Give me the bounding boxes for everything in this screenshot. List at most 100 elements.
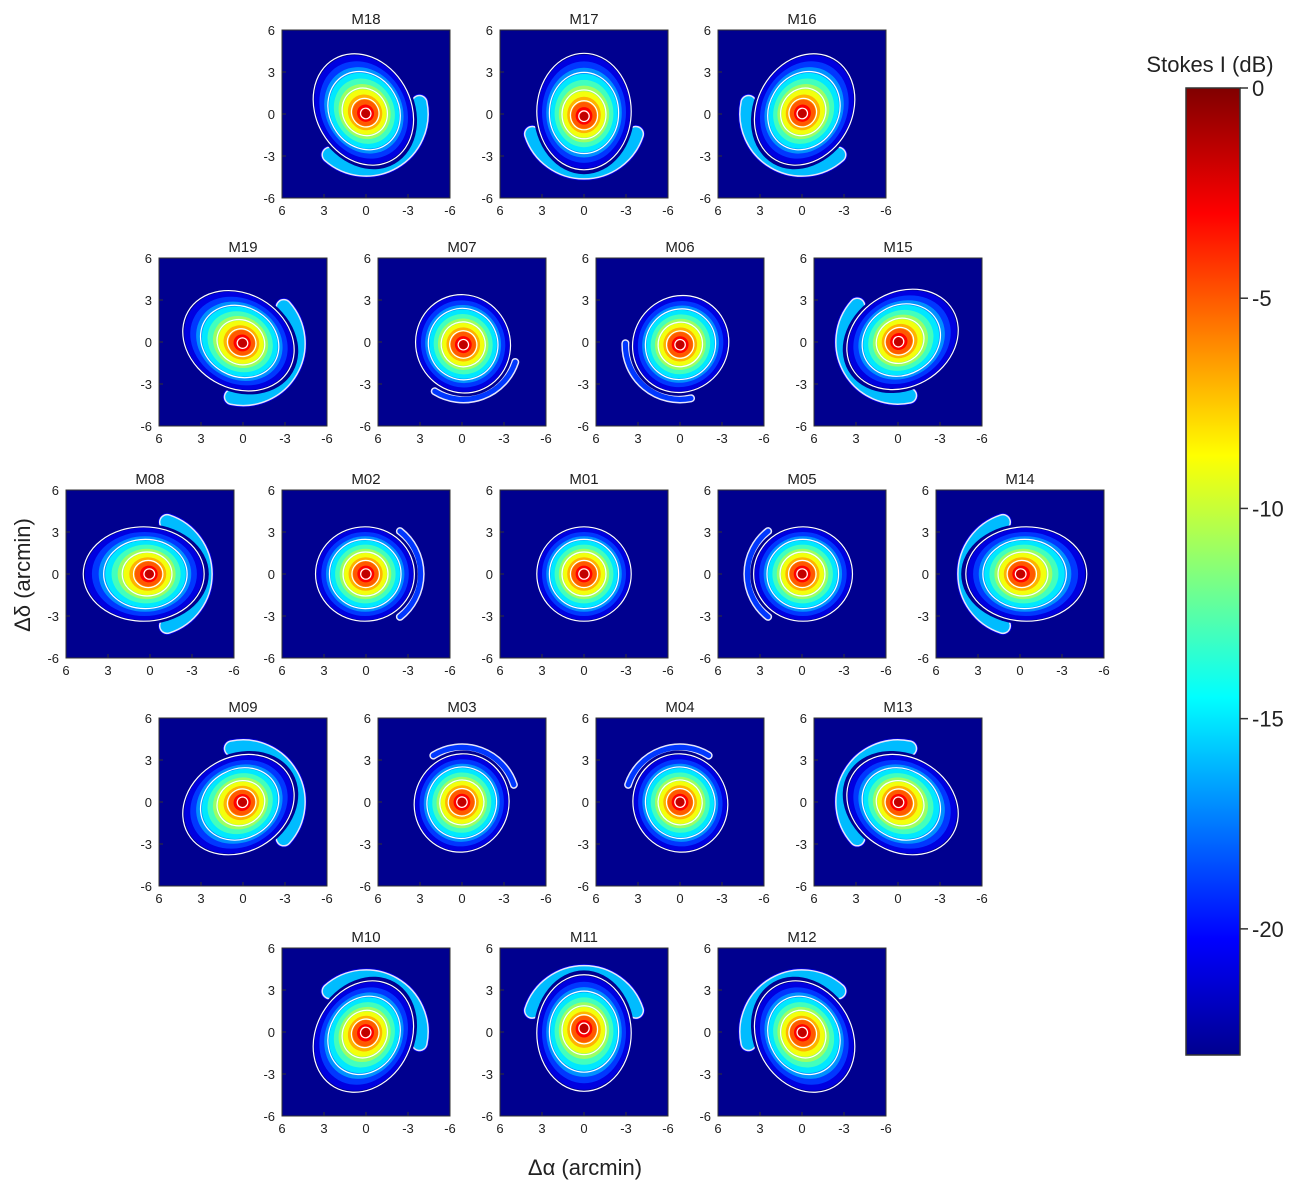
y-tick-label: 6 (486, 23, 493, 38)
beam-contour (892, 796, 905, 809)
y-tick-label: 3 (704, 983, 711, 998)
y-tick-label: -6 (263, 191, 275, 206)
x-tick-label: -3 (279, 891, 291, 906)
y-tick-label: -6 (699, 651, 711, 666)
y-tick-label: 3 (922, 525, 929, 540)
x-tick-label: 6 (714, 203, 721, 218)
y-tick-label: 0 (268, 107, 275, 122)
beam-contour (796, 107, 809, 120)
y-tick-label: -3 (359, 837, 371, 852)
panel-m10: 6 3 0 -3 -6 -6 -3 0 3 6 M10 (263, 929, 455, 1136)
panel-m05: 6 3 0 -3 -6 -6 -3 0 3 6 M05 (699, 471, 891, 678)
x-tick-label: -6 (662, 1121, 674, 1136)
beam-pattern (738, 968, 859, 1097)
beam-contour (779, 1009, 827, 1059)
beam-contour (341, 87, 389, 137)
y-tick-label: -6 (481, 651, 493, 666)
beam-contour (569, 559, 599, 589)
y-tick-label: 6 (364, 711, 371, 726)
y-tick-label: -6 (795, 879, 807, 894)
beam-contour (327, 995, 401, 1076)
x-tick-label: 3 (538, 203, 545, 218)
x-tick-label: 6 (278, 1121, 285, 1136)
panel-title: M02 (351, 471, 380, 488)
beam-contour (199, 767, 280, 841)
beam-contour (644, 308, 717, 381)
x-tick-label: 0 (798, 1121, 805, 1136)
beam-level (145, 569, 154, 579)
y-tick-label: 0 (704, 1025, 711, 1040)
x-tick-label: 0 (676, 431, 683, 446)
x-tick-label: 6 (810, 891, 817, 906)
y-tick-label: 0 (922, 567, 929, 582)
y-tick-label: -3 (263, 609, 275, 624)
y-tick-label: 6 (268, 483, 275, 498)
beam-contour (578, 110, 590, 123)
panel-m14: 6 3 0 -3 -6 -6 -3 0 3 6 M14 (917, 471, 1109, 678)
beam-contour (360, 568, 372, 580)
beam-contour (143, 568, 156, 580)
beam-contour (665, 330, 695, 359)
y-tick-label: -6 (47, 651, 59, 666)
y-tick-label: 0 (486, 567, 493, 582)
beam-contour (796, 568, 808, 580)
beam-contour (236, 337, 249, 349)
y-tick-label: -3 (699, 149, 711, 164)
x-tick-label: 3 (538, 1121, 545, 1136)
beam-contour (548, 990, 620, 1073)
x-tick-label: 0 (580, 1121, 587, 1136)
beam-contour (236, 796, 249, 809)
y-tick-label: 6 (268, 941, 275, 956)
beam-contour (350, 1018, 380, 1049)
panel-m11: 6 3 0 -3 -6 -6 -3 0 3 6 M11 (481, 929, 673, 1136)
beam-level (579, 112, 589, 121)
beam-contour (561, 89, 607, 140)
y-tick-label: 3 (364, 293, 371, 308)
x-tick-label: -3 (279, 431, 291, 446)
beam-contour (226, 788, 257, 818)
y-tick-label: 0 (704, 107, 711, 122)
x-tick-label: -6 (444, 1121, 456, 1136)
beam-contour (657, 321, 704, 368)
y-tick-label: -6 (140, 419, 152, 434)
beam-contour (631, 294, 730, 394)
y-tick-label: -3 (263, 1067, 275, 1082)
y-tick-label: 3 (268, 525, 275, 540)
x-tick-label: -6 (321, 431, 333, 446)
x-tick-label: 0 (676, 891, 683, 906)
panel-title: M01 (569, 471, 598, 488)
x-tick-label: -6 (540, 891, 552, 906)
x-tick-label: -3 (402, 203, 414, 218)
y-tick-label: 0 (52, 567, 59, 582)
beam-contour (578, 568, 590, 580)
beam-contour (644, 766, 716, 839)
x-axis-label: Δα (arcmin) (528, 1155, 642, 1180)
y-tick-label: -6 (577, 879, 589, 894)
x-tick-label: -3 (620, 203, 632, 218)
beam-pattern (178, 286, 307, 408)
x-tick-label: 0 (894, 891, 901, 906)
beam-contour (536, 974, 632, 1092)
y-tick-label: -6 (795, 419, 807, 434)
beam-contour (351, 559, 381, 589)
y-tick-label: 6 (52, 483, 59, 498)
beam-level (579, 569, 589, 579)
x-tick-label: 3 (320, 1121, 327, 1136)
y-tick-label: -3 (481, 609, 493, 624)
beam-pattern (523, 48, 645, 181)
panel-title: M14 (1005, 471, 1034, 488)
x-tick-label: -6 (976, 431, 988, 446)
beam-contour (536, 526, 632, 622)
colorbar-tick-label: -5 (1252, 286, 1272, 311)
y-tick-label: 6 (704, 23, 711, 38)
beam-contour (182, 289, 295, 392)
beam-contour (327, 70, 401, 151)
panel-title: M18 (351, 11, 380, 28)
beam-contour (665, 787, 695, 817)
y-tick-label: 0 (364, 795, 371, 810)
x-tick-label: 6 (496, 1121, 503, 1136)
beam-contour (413, 753, 510, 853)
y-tick-label: 3 (145, 293, 152, 308)
x-tick-label: 3 (320, 663, 327, 678)
beam-contour (846, 288, 959, 391)
